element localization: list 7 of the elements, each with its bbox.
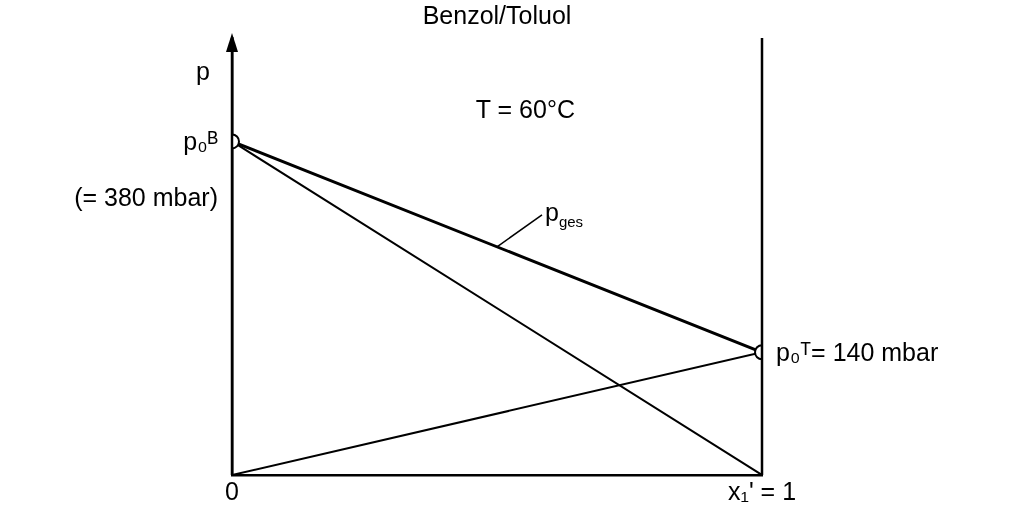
annotation: p₀ᵀ= 140 mbar: [776, 338, 939, 367]
text: T = 60°C: [475, 95, 575, 123]
x-tick-label: 0: [225, 476, 239, 505]
x-tick-label: x₁' = 1: [727, 476, 797, 505]
y-axis-title: p: [196, 57, 210, 85]
annotation: p₀ᴮ (= 380 mbar): [74, 127, 219, 212]
chart-title: Benzol/Toluol: [422, 1, 572, 29]
